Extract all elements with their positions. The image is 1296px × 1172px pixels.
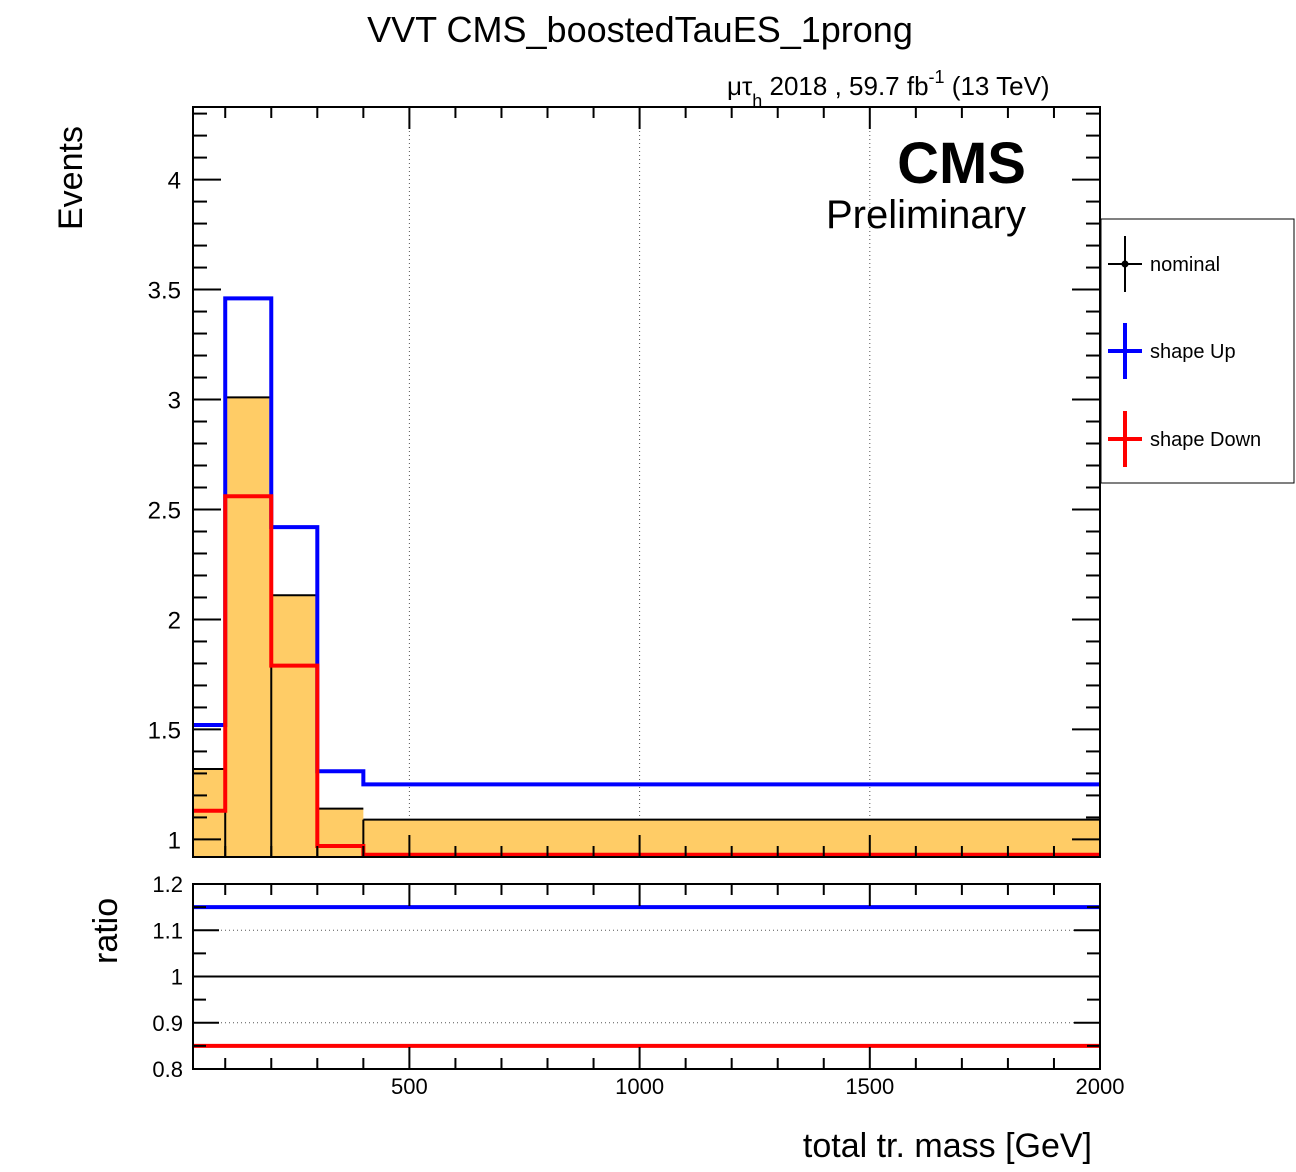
main-y-tick-label: 3.5: [148, 278, 181, 305]
x-tick-label: 1000: [615, 1074, 664, 1099]
chart-title: VVT CMS_boostedTauES_1prong: [367, 9, 913, 50]
y-axis-title: Events: [52, 126, 90, 230]
cms-preliminary-label: Preliminary: [826, 193, 1026, 237]
ratio-y-tick-label: 0.8: [152, 1057, 183, 1082]
ratio-y-tick-label: 1.1: [152, 918, 183, 943]
main-y-tick-label: 3: [168, 388, 181, 415]
lumi-channel-sub: h: [752, 91, 762, 111]
legend-label-shape-down: shape Down: [1150, 429, 1261, 451]
lumi-exponent: -1: [929, 67, 945, 87]
ratio-y-tick-label: 1.2: [152, 872, 183, 897]
ratio-axis-title: ratio: [87, 898, 125, 964]
ratio-y-tick-labels: 0.8 0.9 1 1.1 1.2: [152, 872, 183, 1082]
cms-label: CMS: [897, 131, 1026, 196]
main-frame-top: [192, 106, 1101, 858]
legend: nominal shape Up shape Down: [1100, 218, 1295, 484]
main-y-tick-label: 4: [168, 168, 181, 195]
legend-entry-shape-down: shape Down: [1108, 411, 1261, 467]
x-tick-label: 500: [391, 1074, 428, 1099]
svg-text:μτh 2018 , 59.7 fb-1 (13 TeV): μτh 2018 , 59.7 fb-1 (13 TeV): [727, 67, 1050, 111]
lumi-label: μτh 2018 , 59.7 fb-1 (13 TeV): [727, 67, 1050, 111]
x-tick-label: 1500: [845, 1074, 894, 1099]
ratio-y-tick-label: 0.9: [152, 1011, 183, 1036]
bar-nominal: [271, 595, 318, 857]
series-line-shape-down: [193, 494, 1100, 857]
main-ticks: [193, 107, 1100, 857]
ratio-plot-panel: 0.8 0.9 1 1.1 1.2 500 1000 1500 2000: [152, 872, 1124, 1099]
ratio-lines: [193, 905, 1100, 1048]
lumi-channel: μτ: [727, 71, 753, 101]
main-grid: [408, 107, 871, 857]
main-y-tick-label: 2: [168, 607, 181, 634]
bar-nominal: [193, 769, 226, 857]
x-tick-label: 2000: [1076, 1074, 1125, 1099]
ratio-y-tick-label: 1: [171, 965, 183, 990]
legend-label-shape-up: shape Up: [1150, 341, 1236, 363]
main-y-tick-label: 1: [168, 827, 181, 854]
lumi-energy: (13 TeV): [952, 71, 1050, 101]
bar-nominal: [317, 808, 364, 857]
legend-marker-nominal: [1121, 260, 1129, 268]
legend-entry-nominal: nominal: [1108, 236, 1220, 292]
legend-entry-shape-up: shape Up: [1108, 323, 1236, 379]
legend-label-nominal: nominal: [1150, 254, 1220, 276]
x-tick-labels: 500 1000 1500 2000: [391, 1074, 1124, 1099]
main-y-tick-label: 2.5: [148, 497, 181, 524]
lumi-year: 2018 , 59.7 fb: [770, 71, 929, 101]
main-histograms: [193, 296, 1101, 857]
series-line-shape-up: [193, 296, 1100, 787]
main-plot-panel: 1 1.5 2 2.5 3 3.5 4: [148, 106, 1101, 858]
x-axis-title: total tr. mass [GeV]: [803, 1127, 1092, 1165]
ratio-frame-top: [192, 883, 1101, 1070]
bar-nominal: [225, 397, 272, 857]
main-y-tick-labels: 1 1.5 2 2.5 3 3.5 4: [148, 168, 181, 855]
main-y-tick-label: 1.5: [148, 717, 181, 744]
